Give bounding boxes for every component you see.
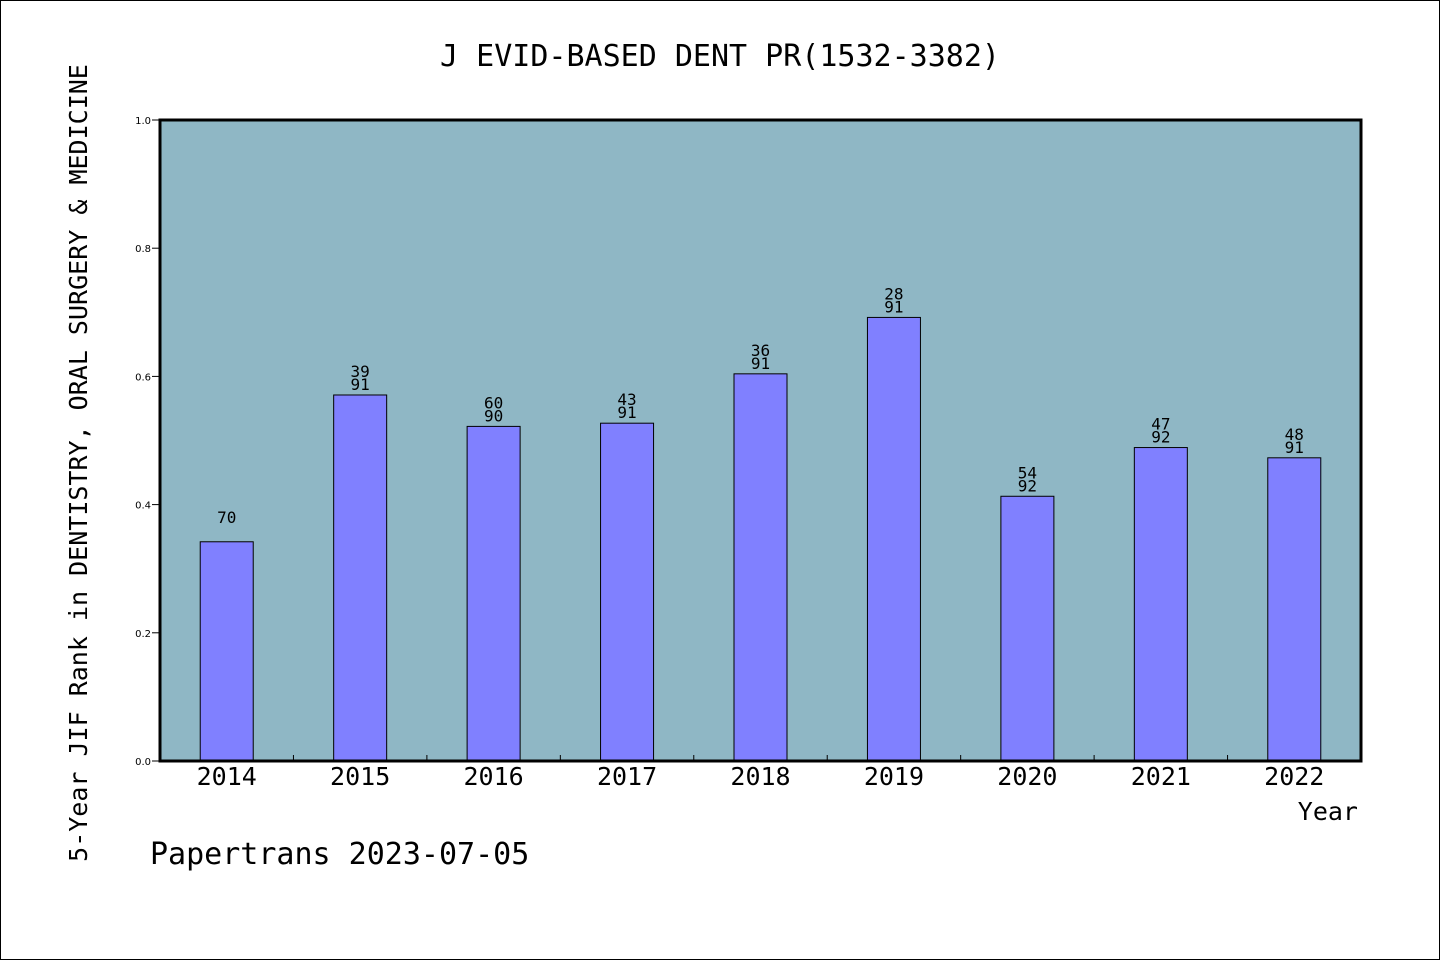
bar-label-2019-1: 28 [884, 284, 903, 303]
bar-label-2016-2: 90 [484, 406, 503, 425]
bar-2020 [1000, 495, 1055, 762]
y-tick-label-0.2: 0.2 [135, 629, 151, 640]
x-axis: 2014 2015 2016 2017 2018 2019 2020 2021 2022 [197, 755, 1324, 791]
chart-title: J EVID-BASED DENT PR(1532-3382) [440, 39, 1000, 74]
x-tick-label-2019: 2019 [864, 762, 924, 791]
y-tick-label-0.6: 0.6 [135, 372, 151, 383]
y-axis: 0.0 0.2 0.4 0.6 0.8 1.0 [135, 116, 160, 768]
x-tick-label-2015: 2015 [330, 762, 390, 791]
bar-2016 [466, 425, 521, 762]
bar-label-2019-2: 91 [884, 297, 903, 316]
bar-2019 [866, 316, 921, 762]
x-tick-label-2021: 2021 [1131, 762, 1191, 791]
x-tick-label-2018: 2018 [730, 762, 790, 791]
footer-credit: Papertrans 2023-07-05 [150, 837, 529, 872]
bar-label-2017-2: 91 [617, 403, 636, 422]
bar-2021 [1133, 447, 1188, 762]
bars-group [199, 316, 1322, 762]
y-tick-label-0.4: 0.4 [135, 501, 151, 512]
x-tick-label-2017: 2017 [597, 762, 657, 791]
bar-2018 [733, 373, 788, 762]
bar-label-2017-1: 43 [617, 390, 636, 409]
bar-2014 [199, 541, 254, 762]
y-tick-label-0.8: 0.8 [135, 244, 151, 255]
bar-label-2016-1: 60 [484, 393, 503, 412]
y-tick-label-1.0: 1.0 [135, 116, 151, 127]
x-tick-label-2014: 2014 [197, 762, 257, 791]
bar-2017 [600, 422, 655, 762]
x-tick-label-2022: 2022 [1264, 762, 1324, 791]
x-axis-label: Year [1298, 797, 1358, 826]
bar-label-2018-1: 36 [751, 341, 770, 360]
bar-label-2015-1: 39 [351, 362, 370, 381]
bar-label-2022-2: 91 [1285, 438, 1304, 457]
bar-label-2015-2: 91 [351, 375, 370, 394]
y-axis-label: 5-Year JIF Rank in DENTISTRY, ORAL SURGE… [64, 64, 93, 862]
plot-border [158, 118, 1363, 763]
y-tick-label-0.0: 0.0 [135, 757, 151, 768]
bar-2022 [1267, 457, 1322, 762]
bar-2015 [333, 394, 388, 762]
x-tick-label-2020: 2020 [997, 762, 1057, 791]
bar-label-2014-1: 70 [217, 508, 236, 527]
bar-label-2018-2: 91 [751, 354, 770, 373]
bar-label-2021-2: 92 [1151, 428, 1170, 447]
bar-label-2020-2: 92 [1018, 476, 1037, 495]
bar-label-2021-1: 47 [1151, 415, 1170, 434]
x-tick-label-2016: 2016 [464, 762, 524, 791]
bar-label-2022-1: 48 [1285, 425, 1304, 444]
bar-label-2020-1: 54 [1018, 463, 1037, 482]
